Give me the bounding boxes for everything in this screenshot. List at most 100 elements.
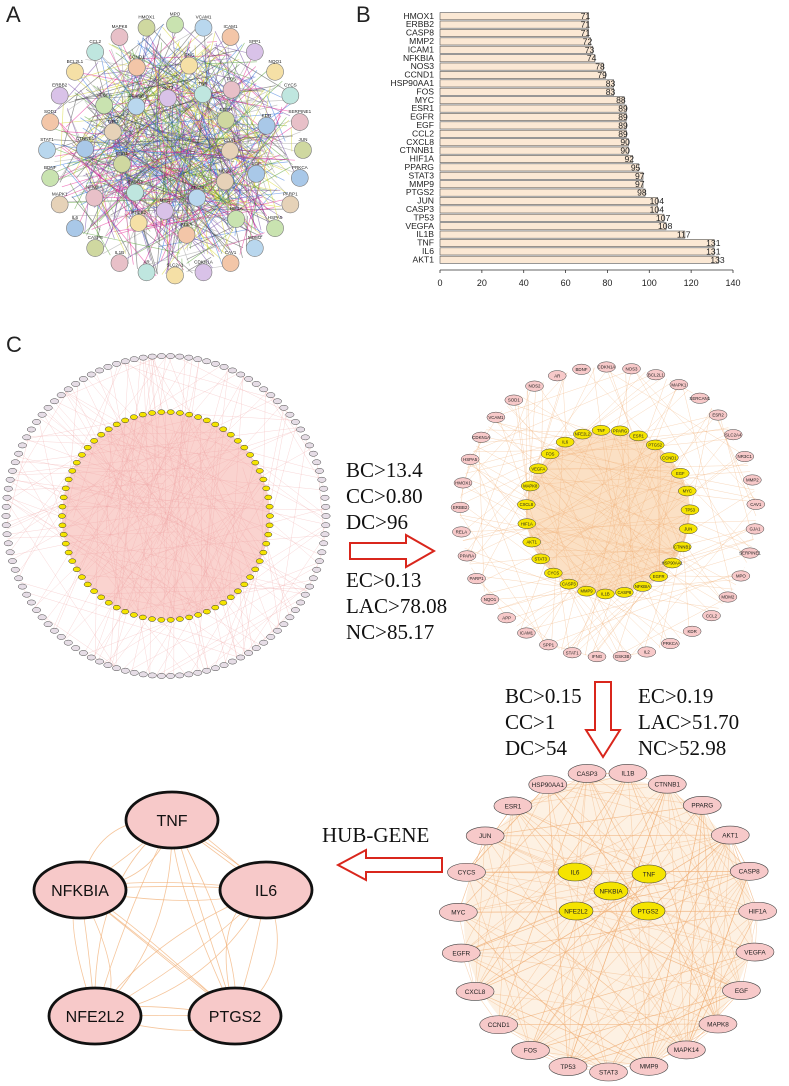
bar-vegfa xyxy=(439,222,667,231)
outer-node xyxy=(273,627,282,634)
outer-node xyxy=(1,504,11,510)
node-label: SERCAN1 xyxy=(689,396,710,401)
outer-node xyxy=(735,451,754,462)
node-label: PRKCA xyxy=(663,641,678,646)
bar-mmp2 xyxy=(439,37,591,46)
hub-node xyxy=(631,864,667,884)
criterion2-lac: LAC>51.70 xyxy=(638,710,740,734)
x-tick-label: 100 xyxy=(642,278,657,288)
network-node xyxy=(129,214,148,232)
outer-node xyxy=(548,370,567,382)
value-label: 89 xyxy=(618,129,628,139)
node-label: BDNF xyxy=(44,165,57,170)
hub-gene-label: TNF xyxy=(156,813,187,830)
core-node xyxy=(529,463,548,475)
outer-node xyxy=(14,450,24,457)
node-label: IFNG xyxy=(592,654,603,659)
node-label: SERPINE1 xyxy=(288,109,311,114)
core-node xyxy=(72,460,81,466)
bar-nfkbia xyxy=(439,54,596,63)
core-node xyxy=(517,518,537,529)
outer-node xyxy=(646,369,666,381)
degree-bar-chart: HMOX1 71 ERBB2 71 CASP8 71 MMP2 72 ICAM1 73 NFKBIA… xyxy=(391,11,741,288)
bar-nos3 xyxy=(439,62,604,71)
core-node xyxy=(255,468,264,474)
node-label: CASP8 xyxy=(88,235,104,240)
outer-node xyxy=(480,594,500,605)
network-node xyxy=(177,225,196,244)
outer-node xyxy=(319,485,329,492)
node-label: EGF xyxy=(676,471,685,476)
core-node xyxy=(83,581,92,588)
node-label: MYC xyxy=(683,489,692,494)
category-label: EGFR xyxy=(410,112,434,122)
core-node xyxy=(58,504,67,510)
outer-node xyxy=(103,662,113,668)
node-label: HIF1A xyxy=(749,909,768,916)
network-node xyxy=(166,266,184,285)
outer-node xyxy=(129,669,139,676)
node-label: NFKBIA xyxy=(599,888,623,895)
outer-node xyxy=(138,671,148,678)
string-network: MPO VCAM1 ICAM1 SPP1 NQO1 CYCS SERPINE1 JUN PRKC… xyxy=(38,12,312,285)
core-node xyxy=(97,432,106,438)
node-label: IL6 xyxy=(562,440,568,445)
node-label: MYC xyxy=(451,910,466,917)
x-tick-label: 60 xyxy=(561,278,571,288)
outer-node xyxy=(305,583,315,590)
core-node xyxy=(645,439,665,451)
node-label: SERPINE1 xyxy=(739,551,761,556)
core-node xyxy=(121,417,129,424)
outer-node xyxy=(147,672,157,679)
outer-node xyxy=(228,658,237,665)
outer-node xyxy=(120,667,130,674)
outer-node xyxy=(184,354,194,361)
outer-node xyxy=(251,381,261,387)
value-label: 97 xyxy=(635,171,645,181)
node-label: STAT3 xyxy=(534,556,547,561)
node-label: CTNNB1 xyxy=(655,782,681,789)
node-label: NFE2L2 xyxy=(564,908,588,915)
network-node xyxy=(85,188,104,207)
outer-node xyxy=(539,639,558,651)
outer-node xyxy=(156,673,166,679)
node-label: BDNF xyxy=(576,367,588,372)
bar-ctnnb1 xyxy=(439,146,629,155)
bar-casp3 xyxy=(439,205,658,214)
value-label: 71 xyxy=(581,28,591,38)
core-node xyxy=(520,480,540,492)
node-label: FOS xyxy=(546,451,555,456)
value-label: 72 xyxy=(583,36,593,46)
node-label: SPP1 xyxy=(249,39,261,44)
outer-node xyxy=(3,485,13,492)
node-label: IL2 xyxy=(644,650,651,655)
node-label: EGF xyxy=(251,161,261,166)
bar-fos xyxy=(439,87,615,96)
network-node xyxy=(41,113,60,131)
category-label: FOS xyxy=(416,86,434,96)
network-full xyxy=(1,353,331,679)
outer-node xyxy=(259,386,269,393)
node-label: NOS2 xyxy=(529,384,542,389)
node-label: PPARG xyxy=(691,803,713,810)
core-node xyxy=(662,557,682,569)
outer-node xyxy=(740,547,760,559)
panel-label-a: A xyxy=(6,2,21,27)
node-label: MPO xyxy=(170,12,181,17)
outer-node xyxy=(321,513,331,519)
core-node xyxy=(540,448,560,460)
value-label: 131 xyxy=(706,238,721,248)
category-label: CCND1 xyxy=(404,70,434,80)
network-node xyxy=(246,239,264,257)
outer-node xyxy=(453,477,473,489)
outer-node xyxy=(667,1040,706,1060)
bar-erbb2 xyxy=(439,20,589,29)
outer-node xyxy=(296,599,306,606)
outer-node xyxy=(32,419,42,425)
core-node xyxy=(112,604,121,611)
core-node xyxy=(59,494,68,501)
category-label: CASP3 xyxy=(406,204,434,214)
core-node xyxy=(148,616,156,622)
core-node xyxy=(240,581,249,588)
network-node xyxy=(66,62,84,81)
